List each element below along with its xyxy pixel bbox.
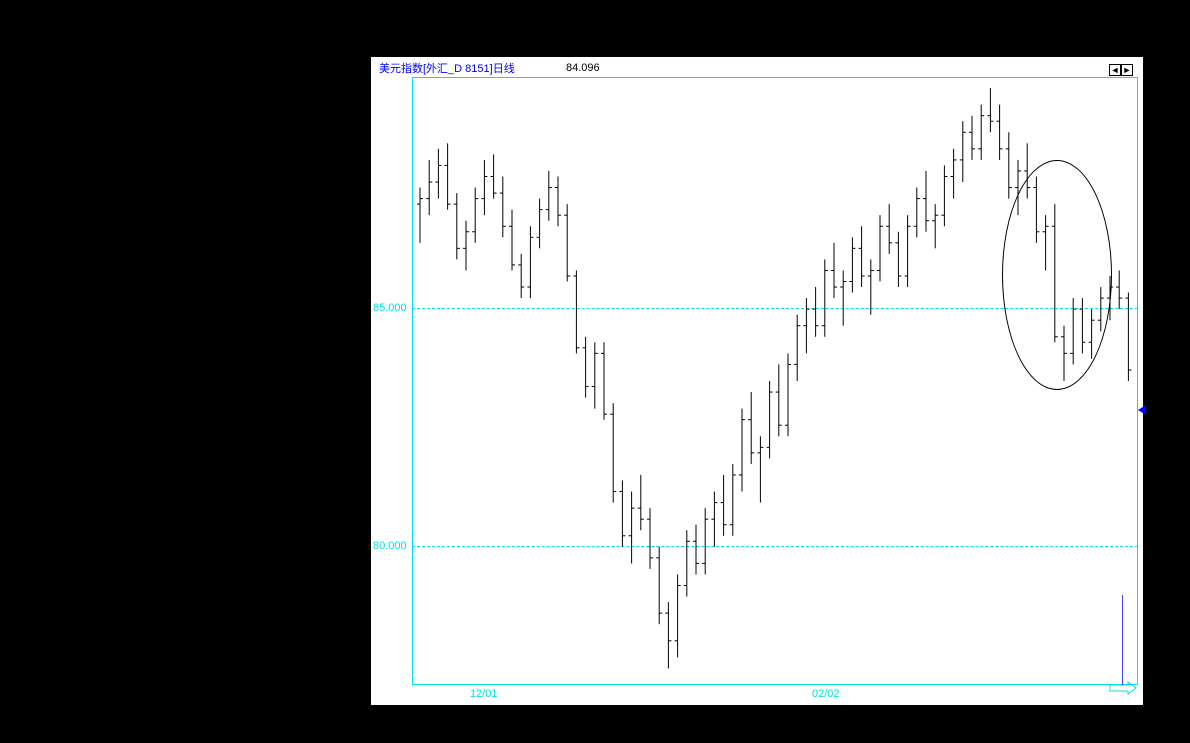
last-price-label: 84.096 bbox=[566, 62, 600, 74]
nav-prev-button[interactable]: ◄ bbox=[1109, 64, 1121, 76]
marker-line bbox=[1122, 595, 1123, 685]
chart-title: 美元指数[外汇_D 8151]日线 bbox=[379, 60, 515, 76]
right-indicator-icon bbox=[1138, 405, 1146, 415]
nav-next-button[interactable]: ► bbox=[1121, 64, 1133, 76]
ohlc-bars bbox=[412, 77, 1138, 685]
nav-arrows: ◄► bbox=[1109, 64, 1133, 76]
y-axis-label: 85.000 bbox=[373, 302, 407, 314]
x-axis-label: 12/01 bbox=[470, 688, 498, 700]
x-axis-label: 02/02 bbox=[812, 688, 840, 700]
end-arrow-icon bbox=[1108, 680, 1138, 696]
y-axis-label: 80.000 bbox=[373, 540, 407, 552]
